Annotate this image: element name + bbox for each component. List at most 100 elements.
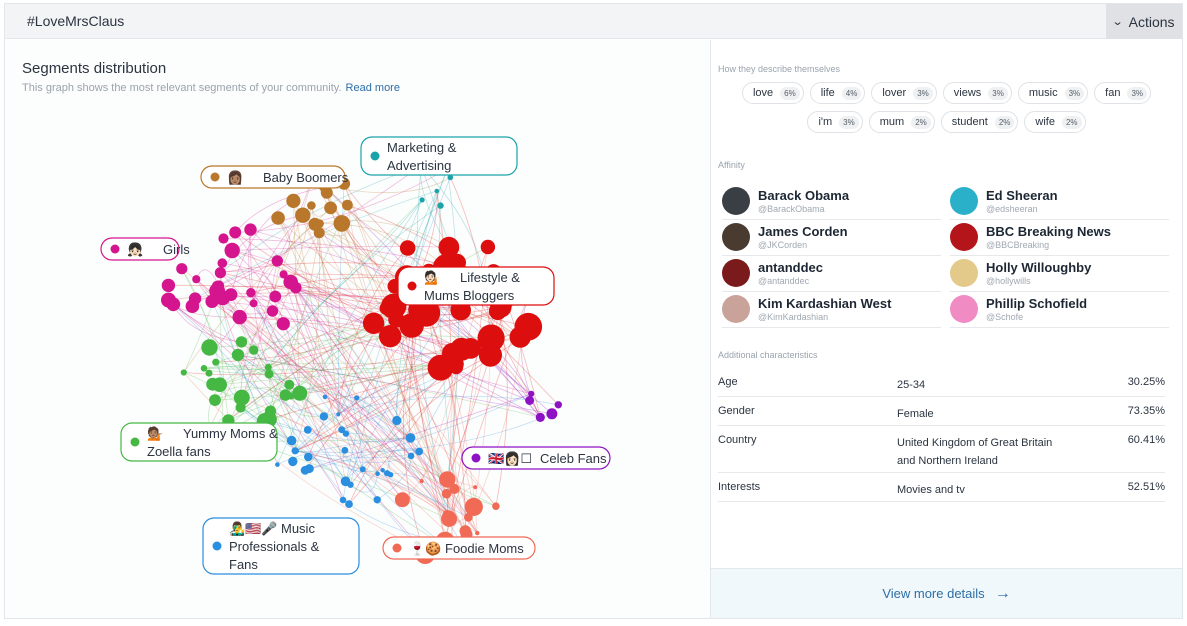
graph-node[interactable]: [291, 447, 299, 455]
describe-chip[interactable]: student 2%: [940, 111, 1019, 133]
graph-node[interactable]: [419, 479, 424, 484]
graph-node[interactable]: [434, 188, 440, 194]
graph-node[interactable]: [405, 433, 416, 443]
graph-node[interactable]: [528, 390, 535, 397]
graph-node[interactable]: [249, 299, 258, 308]
graph-node[interactable]: [427, 354, 454, 381]
graph-node[interactable]: [320, 186, 333, 199]
graph-node[interactable]: [200, 365, 208, 372]
graph-node[interactable]: [269, 290, 282, 303]
graph-node[interactable]: [399, 240, 416, 256]
graph-node[interactable]: [286, 435, 297, 446]
affinity-item[interactable]: Ed Sheeran @edsheeran: [950, 184, 1169, 220]
view-more-details-button[interactable]: View more details →: [711, 568, 1182, 618]
graph-node[interactable]: [224, 288, 238, 301]
affinity-item[interactable]: Holly Willoughby @hollywills: [950, 256, 1169, 292]
graph-node[interactable]: [276, 317, 290, 331]
graph-node[interactable]: [319, 412, 329, 421]
affinity-item[interactable]: Kim Kardashian West @KimKardashian: [722, 292, 941, 328]
graph-node[interactable]: [447, 174, 454, 181]
graph-node[interactable]: [492, 502, 500, 511]
actions-button[interactable]: ⌄ Actions: [1106, 4, 1182, 39]
affinity-item[interactable]: Phillip Schofield @Schofe: [950, 292, 1169, 328]
describe-chip[interactable]: wife 2%: [1024, 111, 1086, 133]
graph-node[interactable]: [161, 278, 176, 293]
segment-label-baby[interactable]: 👩🏽 Baby Boomers: [200, 165, 349, 189]
graph-node[interactable]: [546, 408, 558, 420]
segment-label-celeb[interactable]: 🇬🇧👩🏻☐ Celeb Fans: [461, 446, 611, 470]
describe-chip[interactable]: music 3%: [1017, 82, 1089, 104]
graph-node[interactable]: [185, 299, 200, 314]
graph-node[interactable]: [233, 389, 250, 406]
graph-node[interactable]: [324, 201, 337, 215]
graph-node[interactable]: [201, 339, 218, 356]
graph-node[interactable]: [513, 330, 530, 347]
affinity-item[interactable]: BBC Breaking News @BBCBreaking: [950, 220, 1169, 256]
graph-node[interactable]: [362, 312, 385, 334]
graph-node[interactable]: [244, 223, 257, 236]
graph-node[interactable]: [303, 426, 312, 434]
affinity-item[interactable]: antanddec @antanddec: [722, 256, 941, 292]
graph-node[interactable]: [315, 219, 324, 228]
graph-node[interactable]: [442, 509, 452, 519]
graph-node[interactable]: [286, 193, 301, 208]
graph-node[interactable]: [266, 305, 279, 317]
graph-node[interactable]: [180, 369, 187, 376]
segment-label-marketing[interactable]: Marketing & Advertising: [360, 136, 518, 176]
graph-node[interactable]: [478, 343, 502, 367]
affinity-item[interactable]: James Corden @JKCorden: [722, 220, 941, 256]
graph-node[interactable]: [354, 395, 360, 401]
graph-node[interactable]: [304, 452, 313, 462]
graph-node[interactable]: [525, 396, 535, 405]
graph-node[interactable]: [407, 452, 415, 460]
graph-node[interactable]: [345, 500, 353, 508]
graph-node[interactable]: [287, 277, 297, 287]
graph-node[interactable]: [341, 446, 349, 454]
graph-node[interactable]: [205, 369, 213, 377]
graph-node[interactable]: [379, 325, 402, 348]
graph-node[interactable]: [229, 226, 242, 239]
graph-node[interactable]: [214, 267, 226, 279]
graph-node[interactable]: [554, 401, 562, 409]
graph-node[interactable]: [438, 236, 460, 258]
graph-node[interactable]: [359, 466, 366, 473]
graph-node[interactable]: [415, 447, 424, 456]
graph-node[interactable]: [419, 197, 425, 203]
graph-node[interactable]: [535, 412, 545, 422]
graph-node[interactable]: [176, 263, 188, 275]
graph-node[interactable]: [464, 497, 483, 516]
describe-chip[interactable]: i'm 3%: [807, 111, 863, 133]
graph-node[interactable]: [166, 297, 181, 312]
graph-node[interactable]: [388, 311, 405, 328]
graph-node[interactable]: [480, 239, 496, 255]
graph-node[interactable]: [338, 426, 346, 434]
graph-node[interactable]: [473, 485, 478, 490]
graph-node[interactable]: [205, 294, 219, 308]
read-more-link[interactable]: Read more: [345, 82, 400, 94]
graph-node[interactable]: [380, 468, 385, 473]
graph-node[interactable]: [333, 215, 351, 232]
graph-node[interactable]: [218, 233, 229, 244]
graph-node[interactable]: [271, 211, 285, 225]
graph-node[interactable]: [217, 258, 228, 268]
segment-label-music[interactable]: 👨‍🎤🇺🇸🎤 Music Professionals & Fans: [202, 517, 360, 575]
graph-node[interactable]: [264, 405, 277, 417]
graph-node[interactable]: [264, 369, 274, 379]
graph-node[interactable]: [295, 207, 311, 223]
describe-chip[interactable]: views 3%: [942, 82, 1012, 104]
graph-node[interactable]: [336, 412, 341, 417]
segment-label-yummy[interactable]: 💁🏽 Yummy Moms & Zoella fans: [120, 422, 278, 462]
graph-node[interactable]: [212, 358, 220, 366]
graph-node[interactable]: [475, 530, 480, 536]
graph-node[interactable]: [206, 377, 220, 391]
affinity-item[interactable]: Barack Obama @BarackObama: [722, 184, 941, 220]
graph-node[interactable]: [307, 201, 316, 210]
graph-node[interactable]: [437, 202, 444, 209]
graph-node[interactable]: [449, 483, 460, 494]
segment-label-girls[interactable]: 👧🏻 Girls: [100, 237, 190, 261]
segment-label-foodie[interactable]: 🍷🍪 Foodie Moms: [382, 536, 536, 560]
graph-node[interactable]: [375, 471, 380, 477]
describe-chip[interactable]: mum 2%: [868, 111, 935, 133]
graph-node[interactable]: [264, 363, 272, 371]
graph-node[interactable]: [275, 462, 280, 467]
